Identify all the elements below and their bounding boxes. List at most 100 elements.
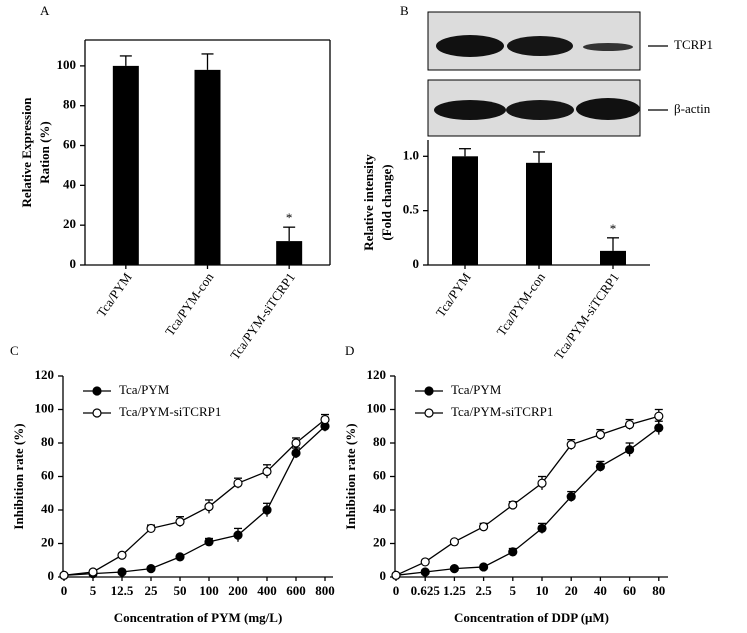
marker bbox=[566, 492, 576, 502]
blot-band bbox=[583, 43, 633, 51]
marker bbox=[291, 448, 301, 458]
marker bbox=[479, 562, 489, 572]
x-tick-label: 0 bbox=[61, 583, 68, 598]
marker bbox=[262, 505, 272, 515]
bar bbox=[452, 156, 478, 265]
x-tick-label: 20 bbox=[565, 583, 578, 598]
legend-label: Tca/PYM bbox=[451, 382, 502, 397]
y-tick-label: 0 bbox=[413, 256, 420, 271]
series-line bbox=[395, 415, 659, 576]
y-tick-label: 60 bbox=[41, 467, 54, 482]
x-tick-label: Tca/PYM bbox=[433, 269, 474, 319]
marker bbox=[624, 419, 635, 430]
legend-label: Tca/PYM-siTCRP1 bbox=[119, 404, 221, 419]
x-tick-label: 800 bbox=[315, 583, 335, 598]
series-line bbox=[63, 425, 326, 576]
y-tick-label: 0.5 bbox=[403, 202, 420, 217]
marker bbox=[537, 523, 547, 534]
western-blot: TCRP1 β-actin bbox=[427, 11, 713, 137]
marker bbox=[204, 502, 214, 512]
x-tick-label: 600 bbox=[286, 583, 306, 598]
x-tick-label: Tca/PYM-con bbox=[162, 269, 217, 338]
legend-marker bbox=[92, 386, 102, 396]
x-tick-label: 12.5 bbox=[111, 583, 134, 598]
marker bbox=[59, 570, 69, 580]
panel-label: B bbox=[400, 3, 409, 18]
blot-label: β-actin bbox=[674, 101, 711, 116]
x-tick-label: 200 bbox=[228, 583, 248, 598]
blot-band bbox=[507, 36, 573, 56]
blot-band bbox=[434, 100, 506, 120]
marker bbox=[449, 537, 459, 547]
marker bbox=[566, 440, 576, 450]
y-tick-label: 80 bbox=[373, 434, 386, 449]
x-tick-label: 2.5 bbox=[475, 583, 492, 598]
marker bbox=[146, 523, 156, 534]
y-tick-label: 80 bbox=[41, 434, 54, 449]
x-tick-label: 10 bbox=[536, 583, 549, 598]
y-tick-label: 0 bbox=[70, 256, 77, 271]
y-tick-label: 20 bbox=[41, 534, 54, 549]
y-tick-label: 100 bbox=[367, 400, 387, 415]
y-tick-label: 40 bbox=[63, 176, 76, 191]
blot-band bbox=[436, 35, 504, 57]
significance-mark: * bbox=[286, 210, 293, 225]
legend-label: Tca/PYM-siTCRP1 bbox=[451, 404, 553, 419]
x-axis-label: Concentration of PYM (mg/L) bbox=[114, 610, 283, 625]
y-tick-label: 80 bbox=[63, 97, 76, 112]
x-tick-label: 40 bbox=[594, 583, 607, 598]
blot-label: TCRP1 bbox=[674, 37, 713, 52]
series-line bbox=[63, 419, 326, 576]
y-tick-label: 120 bbox=[367, 367, 387, 382]
x-tick-label: Tca/PYM-siTCRP1 bbox=[227, 270, 298, 362]
legend-marker bbox=[424, 408, 434, 418]
y-tick-label: 1.0 bbox=[403, 147, 419, 162]
marker bbox=[624, 445, 635, 455]
x-tick-label: Tca/PYM-siTCRP1 bbox=[551, 270, 622, 362]
legend-marker bbox=[424, 386, 434, 396]
marker bbox=[508, 547, 518, 557]
y-axis-label: Inhibition rate (%) bbox=[11, 423, 26, 529]
significance-mark: * bbox=[610, 221, 617, 236]
marker bbox=[320, 414, 330, 425]
x-tick-label: 5 bbox=[510, 583, 517, 598]
marker bbox=[420, 557, 430, 567]
bar bbox=[112, 65, 139, 266]
marker bbox=[391, 570, 401, 580]
marker bbox=[262, 466, 272, 477]
y-tick-label: 120 bbox=[35, 367, 55, 382]
x-tick-label: 0 bbox=[393, 583, 400, 598]
y-tick-label: 100 bbox=[57, 57, 77, 72]
blot-band bbox=[576, 98, 640, 120]
y-axis-label: Relative Expression bbox=[19, 97, 34, 208]
marker bbox=[420, 567, 430, 577]
bar bbox=[276, 241, 303, 265]
marker bbox=[479, 522, 489, 532]
marker bbox=[117, 567, 127, 577]
marker bbox=[654, 423, 664, 433]
marker bbox=[117, 550, 127, 560]
y-tick-label: 60 bbox=[63, 137, 76, 152]
legend-label: Tca/PYM bbox=[119, 382, 170, 397]
marker bbox=[595, 461, 606, 472]
y-tick-label: 40 bbox=[373, 501, 386, 516]
panel-label: D bbox=[345, 343, 354, 358]
bar bbox=[600, 250, 626, 265]
marker bbox=[654, 411, 664, 421]
panel-label: A bbox=[40, 3, 50, 18]
x-tick-label: 0.625 bbox=[411, 583, 441, 598]
y-tick-label: 0 bbox=[380, 568, 387, 583]
x-tick-label: 1.25 bbox=[443, 583, 466, 598]
x-tick-label: 5 bbox=[90, 583, 97, 598]
marker bbox=[204, 537, 214, 547]
legend-marker bbox=[92, 408, 102, 418]
marker bbox=[175, 517, 185, 527]
marker bbox=[449, 564, 459, 574]
x-tick-label: Tca/PYM-con bbox=[493, 269, 548, 338]
y-tick-label: 40 bbox=[41, 501, 54, 516]
x-tick-label: 25 bbox=[145, 583, 159, 598]
x-tick-label: 60 bbox=[623, 583, 636, 598]
bar bbox=[194, 69, 221, 266]
y-axis-label: Relative intensity bbox=[361, 154, 376, 251]
